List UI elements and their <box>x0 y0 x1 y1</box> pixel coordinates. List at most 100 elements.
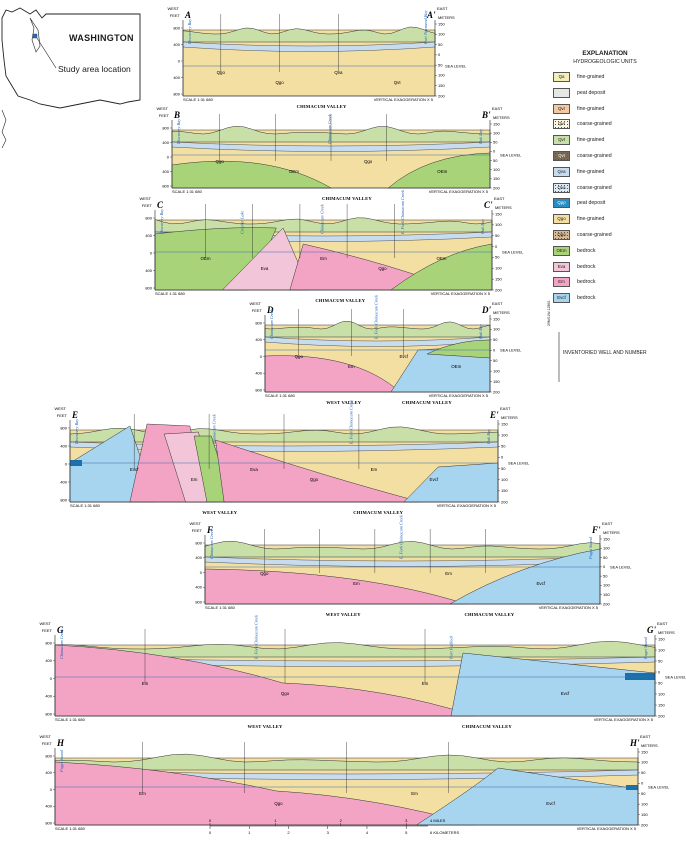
meters-tick-label: 50 <box>495 233 500 238</box>
bedrock-Em <box>204 568 466 605</box>
unit-label: Qgo <box>295 354 304 359</box>
place-label: E. Fork Chimacum Creek <box>374 295 379 340</box>
meters-label: METERS <box>603 530 620 535</box>
bedrock-Em <box>215 439 422 503</box>
feet-tick-label: 400 <box>255 371 262 376</box>
meters-label: METERS <box>658 630 675 635</box>
legend-row: OEm bedrock <box>553 245 665 256</box>
valley-label-2: CHIMACUM VALLEY <box>464 612 514 617</box>
bedrock-Em <box>54 761 475 826</box>
place-label: Chimacum Creek <box>327 114 332 144</box>
legend-desc: bedrock <box>577 263 596 270</box>
meters-tick-label: 150 <box>438 83 445 88</box>
miles-label: 4 MILES <box>430 818 446 823</box>
bedrock-OEm <box>171 160 332 189</box>
legend-code: Qvr <box>557 105 566 111</box>
section-letter-left: D <box>266 305 274 315</box>
meters-tick-label: 150 <box>603 536 610 541</box>
legend-row: Qvr coarse-grained <box>553 119 665 130</box>
unit-label: Qgo <box>260 571 269 576</box>
meters-tick-label: 100 <box>495 222 502 227</box>
sea-level-label: SEA LEVEL <box>665 674 686 679</box>
meters-tick-label: 150 <box>641 749 648 754</box>
meters-tick-label: 150 <box>658 702 665 707</box>
meters-tick-label: 100 <box>641 760 648 765</box>
feet-tick-label: 400 <box>60 479 67 484</box>
vexag-label: VERTICAL EXAGGERATION X 5 <box>577 826 637 831</box>
legend-swatch <box>553 214 570 225</box>
meters-tick-label: 50 <box>501 444 506 449</box>
east-label: EAST <box>494 196 505 201</box>
scale-label: SCALE 1:31 680 <box>205 605 236 610</box>
place-label: Puget Sound <box>59 749 64 773</box>
unit-label: Em <box>445 571 452 576</box>
meters-tick-label: 150 <box>603 592 610 597</box>
place-label: Puget Sound <box>588 536 593 560</box>
legend-desc: peat deposit <box>577 89 606 96</box>
meters-tick-label: 100 <box>641 801 648 806</box>
feet-label: FEET <box>42 628 53 633</box>
legend-code: Qva <box>557 168 566 174</box>
sea-level-label: SEA LEVEL <box>502 249 524 254</box>
legend-swatch <box>553 119 570 130</box>
legend-code: Qa <box>558 74 565 79</box>
unit-label: Evcf <box>399 354 408 359</box>
sea-level-label: SEA LEVEL <box>500 347 522 352</box>
unit-label: Qgo <box>281 691 290 696</box>
washington-inset-map: WASHINGTON Study area location <box>0 0 150 150</box>
place-label: Port Hadlock <box>448 636 453 660</box>
bedrock-Evcf <box>415 767 639 826</box>
place-label: Chimacum Creek <box>269 309 274 339</box>
inset-title: WASHINGTON <box>69 33 134 43</box>
legend-desc: bedrock <box>577 279 596 286</box>
meters-label: METERS <box>641 743 658 748</box>
vexag-label: VERTICAL EXAGGERATION X 5 <box>374 97 434 102</box>
legend-code: Qvr <box>557 121 566 127</box>
valley-label-1: WEST VALLEY <box>326 400 361 405</box>
sea-level-label: SEA LEVEL <box>445 63 467 68</box>
legend-swatch <box>553 261 570 272</box>
feet-tick-label: 800 <box>45 820 52 825</box>
meters-tick-label: 0 <box>501 455 504 460</box>
meters-tick-label: 100 <box>495 266 502 271</box>
meters-tick-label: 150 <box>495 276 502 281</box>
meters-tick-label: 0 <box>658 669 661 674</box>
unit-label: Evcf <box>546 801 555 806</box>
legend-desc: bedrock <box>577 247 596 254</box>
legend-desc: coarse-grained <box>577 121 612 128</box>
legend-desc: fine-grained <box>577 105 605 112</box>
mile-tick-label: 0 <box>209 818 212 823</box>
meters-tick-label: 150 <box>493 121 500 126</box>
legend-swatch <box>553 87 570 98</box>
place-label: Oak Bay <box>486 429 491 444</box>
legend-desc: coarse-grained <box>577 184 612 191</box>
unit-label: Eva <box>250 467 258 472</box>
sea-level-label: SEA LEVEL <box>610 564 632 569</box>
unit-label: Evcf <box>561 691 570 696</box>
valley-label-2: CHIMACUM VALLEY <box>462 724 512 729</box>
west-label: WEST <box>189 521 201 526</box>
feet-tick-label: 400 <box>195 585 202 590</box>
legend-swatch <box>553 277 570 288</box>
west-label: WEST <box>54 406 66 411</box>
meters-tick-label: 50 <box>658 658 663 663</box>
meters-tick-label: 50 <box>493 337 498 342</box>
place-label: Oak Bay <box>480 219 485 234</box>
unit-label: Qva <box>334 70 343 75</box>
unit-label: Evcf <box>536 581 545 586</box>
place-label: Chimacum Creek <box>209 529 214 559</box>
meters-tick-label: 50 <box>495 255 500 260</box>
section-letter-right: E' <box>489 410 499 420</box>
meters-tick-label: 200 <box>641 822 648 827</box>
mile-tick-label: 1 <box>274 818 277 823</box>
feet-tick-label: 800 <box>173 91 180 96</box>
unit-label: Qgo <box>216 159 225 164</box>
feet-tick-label: 800 <box>45 711 52 716</box>
unit-label: Evcf <box>430 477 439 482</box>
meters-tick-label: 100 <box>658 691 665 696</box>
feet-tick-label: 0 <box>167 154 170 159</box>
legend-well: INVENTORIED WELL AND NUMBER 29N/01W-12B0… <box>547 300 663 387</box>
meters-tick-label: 200 <box>493 389 500 394</box>
meters-tick-label: 0 <box>493 348 496 353</box>
meters-tick-label: 100 <box>493 327 500 332</box>
